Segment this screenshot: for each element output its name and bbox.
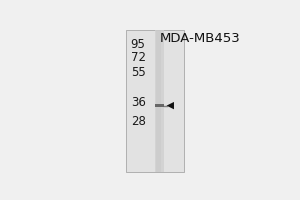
Bar: [156, 30, 161, 172]
Text: 55: 55: [131, 66, 146, 79]
Polygon shape: [167, 102, 174, 109]
Bar: [126, 30, 184, 172]
Text: 72: 72: [130, 51, 146, 64]
Text: 28: 28: [131, 115, 146, 128]
Text: 36: 36: [131, 96, 146, 109]
Text: 95: 95: [131, 38, 146, 51]
Bar: [155, 30, 164, 172]
Text: MDA-MB453: MDA-MB453: [160, 32, 241, 45]
Bar: [155, 104, 164, 107]
